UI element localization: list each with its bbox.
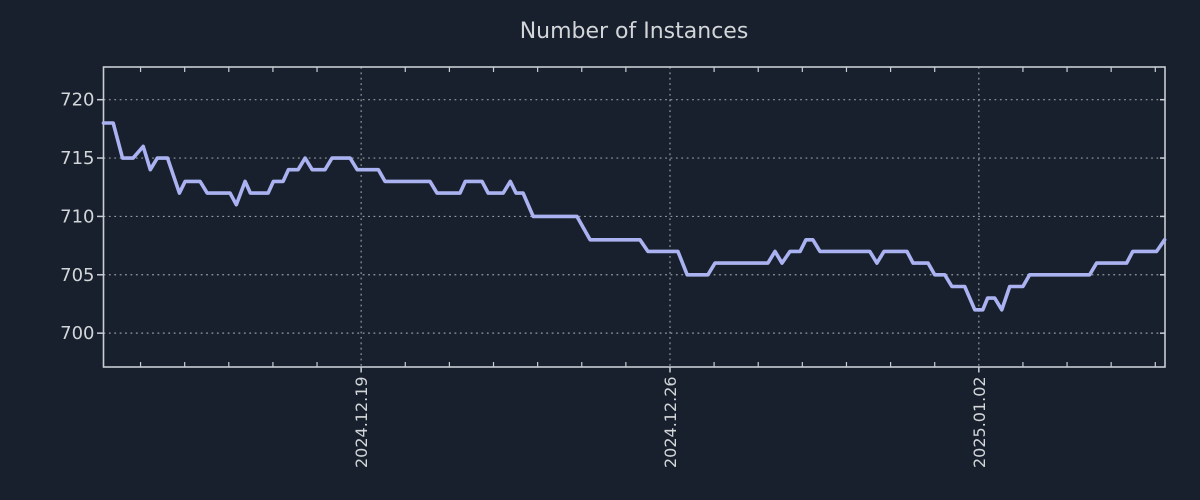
chart-title: Number of Instances bbox=[520, 19, 749, 44]
x-tick-label: 2024.12.26 bbox=[661, 376, 680, 468]
x-tick-label: 2024.12.19 bbox=[352, 376, 371, 468]
plot-area: 700 705 710 715 720 2024.12.19 2024.12.26 2025.… bbox=[60, 66, 1167, 468]
y-tick-label: 710 bbox=[60, 206, 94, 227]
data-line bbox=[101, 121, 1167, 312]
y-tick-label: 720 bbox=[60, 90, 94, 111]
y-tick-label: 715 bbox=[60, 148, 94, 169]
y-tick-label: 705 bbox=[60, 265, 94, 286]
x-tick-label: 2025.01.02 bbox=[970, 376, 989, 468]
y-tick-label: 700 bbox=[60, 323, 94, 344]
plot-border bbox=[102, 66, 1166, 368]
